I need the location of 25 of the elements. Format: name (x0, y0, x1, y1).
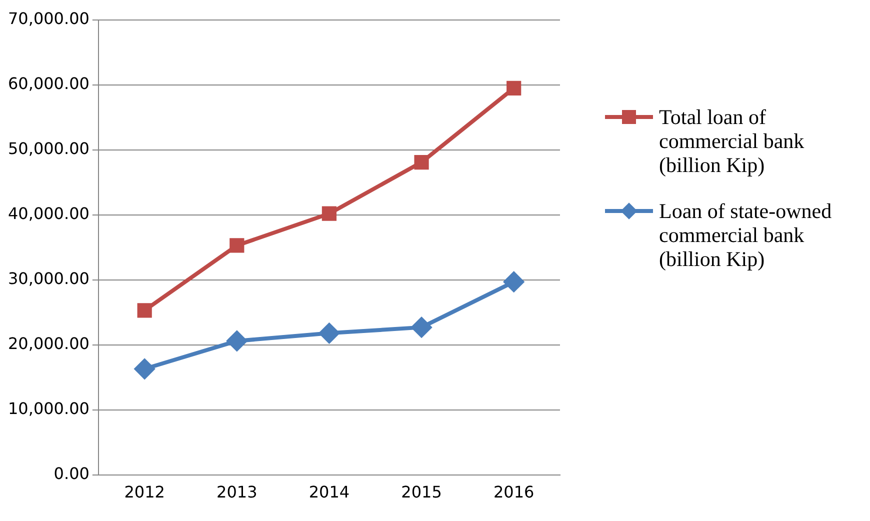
y-tick-label: 10,000.00 (8, 398, 90, 418)
legend-label: Total loan of commercial bank (billion Kip) (659, 105, 806, 177)
x-tick-label: 2012 (124, 482, 165, 502)
y-tick-label: 50,000.00 (8, 139, 90, 158)
x-tick-label: 2013 (216, 482, 258, 502)
point (137, 303, 152, 318)
x-tick-label: 2015 (401, 482, 442, 502)
y-tick-label: 0.00 (54, 464, 90, 483)
point (322, 206, 337, 221)
point (412, 317, 432, 338)
x-tick-label: 2016 (493, 482, 534, 502)
point (506, 80, 522, 96)
point (226, 330, 247, 351)
y-tick-label: 60,000.00 (8, 74, 90, 94)
legend-label: Loan of state-owned commercial bank (billion Kip) (659, 199, 833, 271)
point (319, 323, 340, 344)
point (134, 358, 155, 379)
point (504, 272, 524, 292)
y-tick-label: 70,000.00 (8, 9, 90, 28)
y-tick-label: 20,000.00 (8, 334, 90, 354)
y-tick-label: 30,000.00 (8, 269, 90, 288)
point (414, 154, 429, 170)
x-tick-label: 2014 (308, 482, 350, 502)
point (230, 238, 244, 253)
y-tick-label: 40,000.00 (8, 204, 90, 224)
